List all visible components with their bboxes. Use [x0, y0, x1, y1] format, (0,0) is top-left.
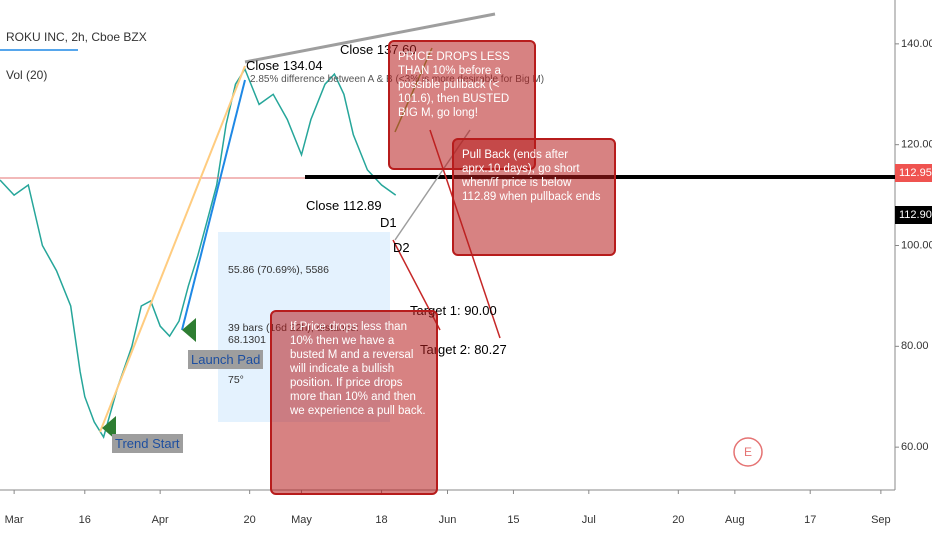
- y-tick-label: 60.00: [901, 441, 929, 453]
- label: D2: [393, 240, 410, 255]
- y-tick-label: 80.00: [901, 340, 929, 352]
- x-tick-label: 17: [804, 514, 816, 526]
- x-tick-label: Sep: [871, 514, 891, 526]
- y-tick-label: 100.00: [901, 239, 932, 251]
- trend-line-orange: [99, 65, 246, 433]
- x-tick-label: 20: [244, 514, 256, 526]
- volume-label: Vol (20): [6, 68, 47, 82]
- callout: Pull Back (ends after aprx.10 days), go …: [452, 138, 616, 256]
- label: D1: [380, 215, 397, 230]
- measure-price: 55.86 (70.69%), 5586: [228, 264, 329, 276]
- y-tick-label: 140.00: [901, 38, 932, 50]
- event-label: E: [744, 445, 752, 459]
- y-tick-label: 120.00: [901, 139, 932, 151]
- symbol-title: ROKU INC, 2h, Cboe BZX: [6, 30, 147, 44]
- price-series: [0, 67, 397, 439]
- event-marker: [733, 437, 763, 467]
- price-tag: 112.95: [895, 164, 932, 182]
- arrow-launch: [182, 318, 196, 342]
- x-tick-label: Aug: [725, 514, 745, 526]
- x-tick-label: Mar: [5, 514, 24, 526]
- label: Close 112.89: [306, 198, 382, 213]
- x-tick-label: 18: [375, 514, 387, 526]
- label: Trend Start: [112, 434, 183, 453]
- callout: If Price drops less than 10% then we hav…: [270, 310, 438, 495]
- x-tick-label: 20: [672, 514, 684, 526]
- label: Launch Pad: [188, 350, 264, 369]
- label: Close 134.04: [246, 58, 323, 73]
- price-tag: 112.90: [895, 206, 932, 224]
- x-tick-label: Apr: [152, 514, 169, 526]
- measure-angle: 75°: [228, 374, 244, 386]
- label: Target 2: 80.27: [420, 342, 507, 357]
- trend-line-top: [244, 12, 496, 64]
- trend-line-blue: [181, 79, 246, 331]
- x-tick-label: Jun: [439, 514, 457, 526]
- x-tick-label: Jul: [582, 514, 596, 526]
- x-tick-label: 16: [79, 514, 91, 526]
- x-tick-label: 15: [507, 514, 519, 526]
- price-axis-bg: [895, 0, 932, 550]
- x-tick-label: May: [291, 514, 312, 526]
